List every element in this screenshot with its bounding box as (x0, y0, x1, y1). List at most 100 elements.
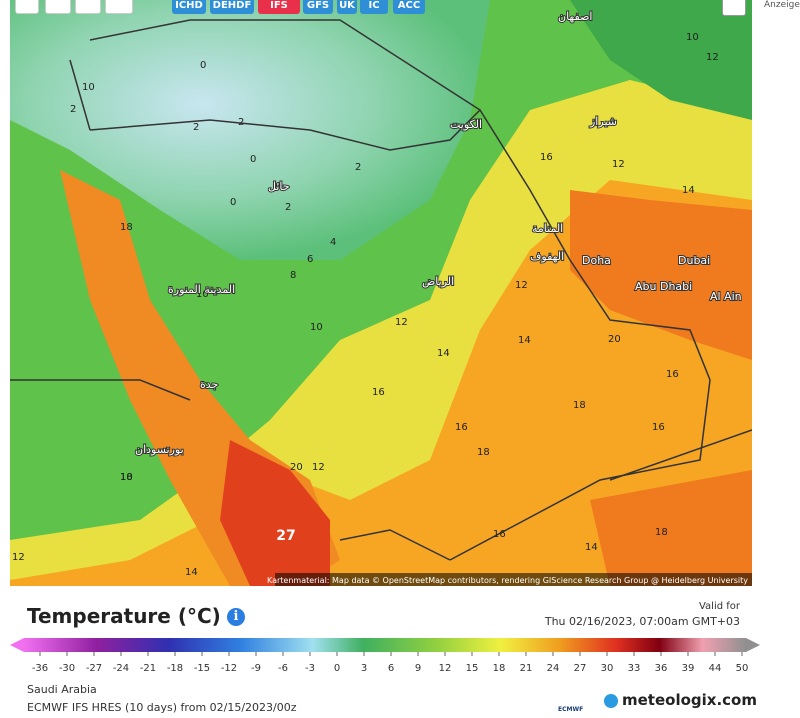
valid-for: Valid for (698, 601, 740, 612)
tick-label: -3 (305, 663, 315, 674)
city-label: اصفهان (558, 10, 592, 23)
tick-label: -6 (278, 663, 288, 674)
attribution-bg (275, 573, 752, 586)
legend-title: Temperature (°C) (27, 604, 221, 628)
tool-icon[interactable] (75, 0, 101, 14)
model-button[interactable]: GFS (303, 0, 333, 14)
temp-label: 18 (120, 472, 133, 483)
temp-label: 2 (238, 117, 244, 128)
tick-label: 3 (361, 663, 367, 674)
temp-label: 10 (310, 322, 323, 333)
valid-time: Thu 02/16/2023, 07:00am GMT+03 (544, 615, 740, 628)
tick-label: -21 (140, 663, 156, 674)
tick-label: -15 (194, 663, 210, 674)
tick-label: 44 (709, 663, 722, 674)
tick-label: -12 (221, 663, 237, 674)
city-label: حائل (268, 180, 290, 193)
temp-label: 14 (185, 567, 198, 578)
temp-label: 18 (573, 400, 586, 411)
temp-label: 16 (652, 422, 665, 433)
tick-label: 6 (388, 663, 394, 674)
tick-label: -18 (167, 663, 183, 674)
share-icon[interactable] (722, 0, 746, 16)
brand[interactable]: meteologix.com (622, 691, 757, 709)
tick-label: -36 (32, 663, 48, 674)
tool-icon[interactable] (105, 0, 133, 14)
city-label: الرياض (422, 275, 454, 288)
city-label: Doha (582, 254, 611, 267)
bar-end-high (746, 638, 760, 652)
temp-label: 10 (82, 82, 95, 93)
tick-label: -27 (86, 663, 102, 674)
temp-label: 2 (355, 162, 361, 173)
temp-label: 20 (608, 334, 621, 345)
city-label: المنامة (532, 222, 563, 235)
color-bar: -36 -30 -27 -24 -21 -18 -15 -12 -9 -6 -3 0 3 6 9 12 15 18… (10, 638, 760, 674)
ad-label: Anzeige (764, 0, 800, 10)
temp-label: 14 (437, 348, 450, 359)
temp-label: 2 (193, 122, 199, 133)
model-run: ECMWF IFS HRES (10 days) from 02/15/2023… (27, 701, 297, 714)
info-icon[interactable]: i (227, 608, 245, 626)
city-label: الهفوف (530, 250, 564, 263)
tick-label: 15 (466, 663, 479, 674)
temp-label: 2 (70, 104, 76, 115)
temp-label: 0 (200, 60, 206, 71)
temp-label: 12 (12, 552, 25, 563)
city-label: Dubai (678, 254, 710, 267)
tick-label: 33 (628, 663, 641, 674)
zone-iran (570, 0, 752, 120)
temp-label: 18 (477, 447, 490, 458)
bar-end-low (10, 638, 24, 652)
temp-label: 14 (682, 185, 695, 196)
city-label: Abu Dhabi (635, 280, 692, 293)
temp-label: 12 (395, 317, 408, 328)
temp-label: 16 (666, 369, 679, 380)
brand-icon (604, 694, 618, 708)
borders (10, 19, 752, 561)
temp-label: 10 (196, 289, 209, 300)
model-button[interactable]: IFS (258, 0, 300, 14)
city-label: المدينة المنورة (168, 283, 235, 296)
temp-label: 14 (585, 542, 598, 553)
temp-label: 10 (120, 472, 133, 483)
temp-label: 16 (493, 529, 506, 540)
model-button[interactable]: ICHD (172, 0, 206, 14)
tick-label: 50 (736, 663, 749, 674)
region: Saudi Arabia (27, 683, 97, 696)
tick-label: 36 (655, 663, 668, 674)
model-button[interactable]: IC (360, 0, 388, 14)
temp-label: 12 (515, 280, 528, 291)
city-label: Al Ain (710, 290, 742, 303)
temp-label: 12 (312, 462, 325, 473)
temp-label: 2 (285, 202, 291, 213)
city-label: جدة (200, 378, 218, 391)
tick-label: 9 (415, 663, 421, 674)
temp-label: 14 (518, 335, 531, 346)
temp-label: 6 (307, 254, 313, 265)
tick-label: 12 (439, 663, 452, 674)
tick-label: 0 (334, 663, 340, 674)
temp-label: 18 (655, 527, 668, 538)
zone-hot (220, 440, 330, 586)
tick-label: -30 (59, 663, 75, 674)
tool-icon[interactable] (15, 0, 39, 14)
tick-label: 27 (574, 663, 587, 674)
temp-label: 20 (290, 462, 303, 473)
model-button[interactable]: DEHDF (210, 0, 254, 14)
tick-label: 21 (520, 663, 533, 674)
temp-label: 16 (455, 422, 468, 433)
model-button[interactable]: ACC (393, 0, 425, 14)
city-label: الكويت (450, 118, 482, 131)
temp-label: 16 (372, 387, 385, 398)
tick-label: 24 (547, 663, 560, 674)
bar-gradient (24, 638, 746, 652)
temp-label: 16 (540, 152, 553, 163)
max-label: 27 (276, 528, 295, 544)
tool-icon[interactable] (45, 0, 71, 14)
model-button[interactable]: UK (337, 0, 357, 14)
temp-label: 12 (612, 159, 625, 170)
tick-label: -9 (251, 663, 261, 674)
